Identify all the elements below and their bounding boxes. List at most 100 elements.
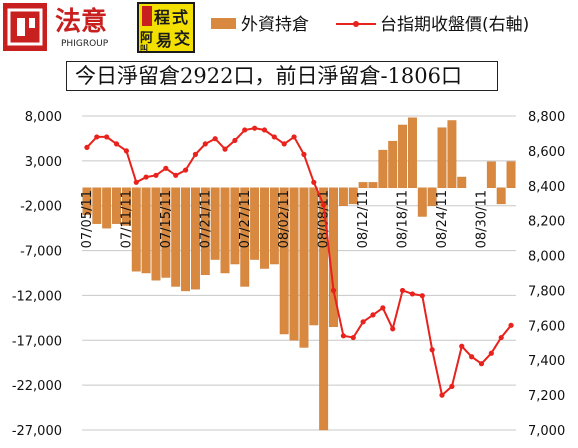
price-point <box>311 179 317 185</box>
bar-mark <box>260 187 269 269</box>
left-axis-labels: 8,000 3,000 -2,000 -7,000 -12,000 -17,000 -22,… <box>12 110 62 439</box>
bar-mark <box>338 187 348 206</box>
line-series <box>84 125 514 398</box>
price-point <box>192 151 199 157</box>
bar-mark <box>348 187 358 205</box>
right-tick-label: 7,200 <box>528 389 565 404</box>
bar-mark <box>190 187 200 290</box>
bar-mark <box>151 187 161 281</box>
right-tick-label: 8,400 <box>528 180 565 195</box>
bar-mark <box>486 161 496 188</box>
x-tick-label: 07/21/11 <box>198 190 213 248</box>
bar-mark <box>289 187 299 341</box>
bar-mark <box>181 187 191 292</box>
right-axis-labels: 8,800 8,600 8,400 8,200 8,000 7,800 7,600 7,400… <box>528 110 565 439</box>
x-tick-label: 08/24/11 <box>435 190 450 248</box>
badge-glyph: 交 <box>174 29 190 48</box>
price-point <box>104 134 110 140</box>
badge-glyph: 阿 <box>140 31 153 46</box>
bar-mark <box>210 187 220 260</box>
price-point <box>202 141 208 147</box>
price-point <box>84 144 90 150</box>
legend-label: 外資持倉 <box>241 15 309 35</box>
bar-mark <box>161 187 171 278</box>
price-point <box>212 136 218 142</box>
legend-swatch-bar <box>211 18 236 29</box>
x-tick-label: 08/08/11 <box>317 190 332 248</box>
x-tick-label: 07/15/11 <box>159 190 174 248</box>
price-point <box>133 179 139 185</box>
price-point <box>439 392 445 398</box>
price-point <box>350 334 356 341</box>
bar-mark <box>368 182 378 188</box>
chart-legend: 外資持倉 台指期收盤價(右軸) <box>211 15 529 35</box>
left-tick-label: -7,000 <box>20 245 62 260</box>
price-point <box>153 172 159 178</box>
bar-mark <box>220 187 230 274</box>
price-point <box>123 148 129 154</box>
price-point <box>399 287 406 294</box>
bar-mark <box>250 187 260 260</box>
price-point <box>321 202 327 208</box>
price-point <box>390 326 396 332</box>
price-point <box>409 291 416 297</box>
bar-mark <box>112 187 121 224</box>
price-point <box>163 165 169 171</box>
price-point <box>222 146 228 152</box>
price-point <box>498 334 504 341</box>
bar-mark <box>200 187 210 275</box>
price-point <box>469 354 475 360</box>
bar-mark <box>269 187 279 265</box>
badge-glyph: 叫 <box>140 43 148 53</box>
bar-series <box>82 117 516 431</box>
price-point <box>113 141 120 147</box>
right-tick-label: 7,000 <box>528 424 565 439</box>
x-axis-labels: 07/05/11 07/11/11 07/15/11 07/21/11 07/27/11… <box>80 190 490 248</box>
bar-mark <box>82 187 92 215</box>
bar-mark <box>427 187 437 206</box>
right-tick-label: 8,000 <box>528 250 565 265</box>
price-point <box>340 333 346 339</box>
price-point <box>360 319 366 325</box>
left-tick-label: -27,000 <box>12 424 62 439</box>
price-point <box>94 134 100 140</box>
bar-mark <box>447 120 457 188</box>
x-tick-label: 07/05/11 <box>80 190 95 248</box>
price-point <box>370 312 376 318</box>
price-point <box>271 134 277 140</box>
bar-mark <box>378 149 388 188</box>
bar-mark <box>496 187 506 205</box>
bar-mark <box>131 187 141 272</box>
bar-mark <box>457 176 467 188</box>
x-tick-label: 07/27/11 <box>238 190 253 248</box>
legend-swatch-marker <box>353 21 359 27</box>
badge-glyph: 式 <box>172 8 188 27</box>
price-point <box>281 141 287 147</box>
left-tick-label: -22,000 <box>12 379 62 394</box>
left-tick-label: 8,000 <box>25 110 62 125</box>
brand-main-text: 法意 <box>55 6 107 37</box>
price-point <box>330 287 337 294</box>
x-tick-label: 07/11/11 <box>119 190 134 248</box>
right-tick-label: 7,400 <box>528 354 565 369</box>
right-tick-label: 8,200 <box>528 215 565 230</box>
legend-label: 台指期收盤價(右軸) <box>380 15 529 35</box>
bar-mark <box>398 124 408 188</box>
price-point <box>261 127 268 133</box>
bar-mark <box>319 187 329 431</box>
left-tick-label: -12,000 <box>12 289 62 304</box>
price-point <box>449 383 455 389</box>
price-point <box>508 322 514 328</box>
price-point <box>380 305 386 311</box>
price-point <box>488 350 494 356</box>
bar-mark <box>388 140 398 188</box>
x-tick-label: 08/12/11 <box>356 190 371 248</box>
bar-mark <box>141 187 151 274</box>
left-tick-label: -2,000 <box>20 200 62 215</box>
bar-mark <box>230 187 240 265</box>
bar-mark <box>417 187 427 217</box>
right-tick-label: 7,800 <box>528 284 565 299</box>
bar-mark <box>102 187 112 229</box>
bar-mark <box>437 127 447 188</box>
